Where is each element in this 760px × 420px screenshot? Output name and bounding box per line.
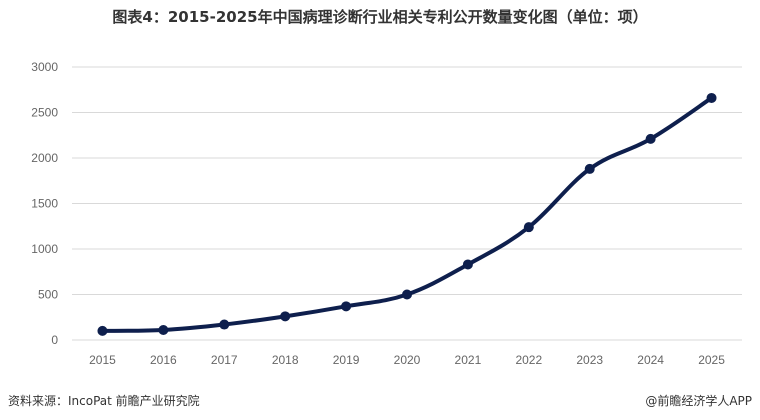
x-tick-label: 2017 xyxy=(211,353,238,367)
data-point xyxy=(280,311,291,322)
x-axis-ticks: 2015 2016 2017 2018 2019 2020 2021 2022 2023 2024… xyxy=(89,353,725,367)
y-tick-label: 3000 xyxy=(31,60,58,74)
data-point xyxy=(97,325,108,336)
x-tick-label: 2020 xyxy=(394,353,421,367)
x-tick-label: 2021 xyxy=(455,353,482,367)
data-point xyxy=(462,259,473,270)
data-point xyxy=(523,222,534,233)
y-tick-label: 1500 xyxy=(31,197,58,211)
x-tick-label: 2023 xyxy=(576,353,603,367)
data-point xyxy=(645,133,656,144)
x-tick-label: 2024 xyxy=(637,353,664,367)
y-tick-label: 2000 xyxy=(31,151,58,165)
x-tick-label: 2018 xyxy=(272,353,299,367)
series-line xyxy=(100,95,714,333)
data-points xyxy=(97,92,717,336)
data-point xyxy=(706,92,717,103)
x-tick-label: 2015 xyxy=(89,353,116,367)
chart-title: 图表4：2015-2025年中国病理诊断行业相关专利公开数量变化图（单位：项） xyxy=(112,8,648,26)
data-point xyxy=(158,324,169,335)
x-tick-label: 2016 xyxy=(150,353,177,367)
y-axis-ticks: 0 500 1000 1500 2000 2500 3000 xyxy=(31,60,58,347)
x-tick-label: 2019 xyxy=(333,353,360,367)
gridlines xyxy=(72,66,742,341)
y-tick-label: 0 xyxy=(51,333,58,347)
x-tick-label: 2025 xyxy=(698,353,725,367)
y-tick-label: 1000 xyxy=(31,242,58,256)
source-note: 资料来源：IncoPat 前瞻产业研究院 xyxy=(8,394,200,408)
x-tick-label: 2022 xyxy=(515,353,542,367)
credit-note: @前瞻经济学人APP xyxy=(645,394,752,408)
data-point xyxy=(219,319,230,330)
data-point xyxy=(584,163,595,174)
data-point xyxy=(402,289,412,300)
data-point xyxy=(341,301,352,312)
y-tick-label: 2500 xyxy=(31,106,58,120)
y-tick-label: 500 xyxy=(38,288,58,302)
